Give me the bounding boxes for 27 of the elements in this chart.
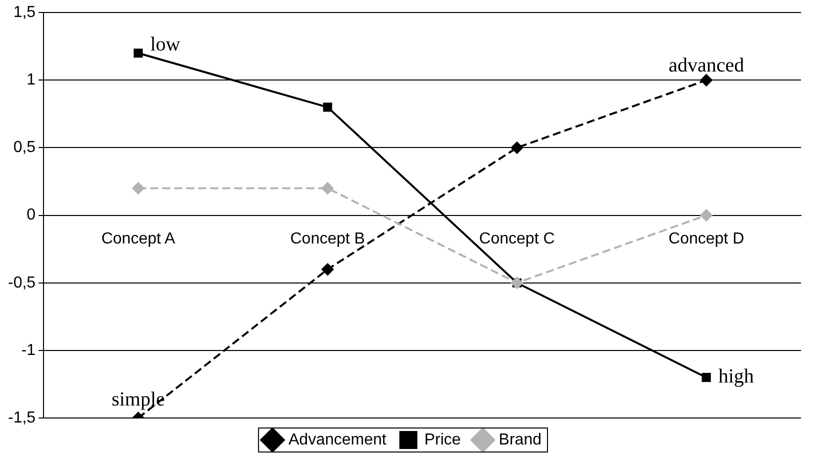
annotation: high <box>718 366 754 388</box>
point <box>132 182 144 194</box>
legend-label: Price <box>424 431 461 448</box>
x-tick-label: Concept D <box>668 230 744 248</box>
point <box>134 48 143 58</box>
legend-label: Advancement <box>288 431 387 448</box>
x-tick-label: Concept C <box>479 230 555 248</box>
annotation: simple <box>112 388 166 410</box>
point <box>323 102 332 112</box>
x-tick-label: Concept A <box>101 230 176 248</box>
point <box>322 263 334 276</box>
legend-label: Brand <box>498 431 542 448</box>
point <box>510 142 523 154</box>
annotation: low <box>150 33 181 56</box>
y-tick-label: -1 <box>21 342 36 359</box>
y-tick-label: 1 <box>26 72 36 89</box>
y-tick-label: -0,5 <box>8 274 36 292</box>
y-tick-label: 0,5 <box>13 139 36 156</box>
x-tick-label: Concept B <box>290 230 365 248</box>
point <box>700 74 712 86</box>
point <box>702 372 711 382</box>
point <box>700 209 712 222</box>
y-tick-label: -1,5 <box>8 409 36 426</box>
y-tick-label: 1,5 <box>13 4 36 22</box>
annotation: advanced <box>668 54 744 76</box>
y-tick-label: 0 <box>26 206 36 224</box>
point <box>322 182 334 194</box>
